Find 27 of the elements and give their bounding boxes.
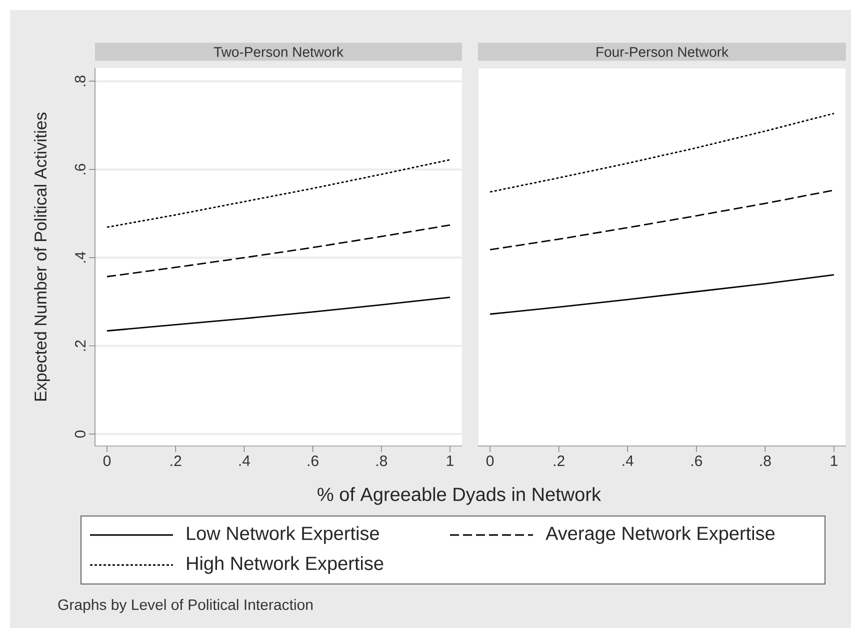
line-series [106,296,451,332]
y-tick-label: .6 [74,164,86,174]
x-tick-label: .6 [308,456,318,466]
x-tick-label: .8 [760,456,771,466]
x-tick-label: .2 [554,456,564,466]
x-tick-label: .4 [239,456,250,466]
x-tick-label: .2 [170,456,182,466]
x-tick-label: 1 [830,456,838,466]
x-tick-label: 0 [486,456,494,466]
x-tick-label: 1 [446,456,454,466]
y-tick-label: .8 [74,76,86,86]
x-tick-label: .6 [692,456,702,466]
x-tick-label: .8 [376,456,388,466]
text: Graphs by Level of Political Interaction [58,599,312,613]
legend-label: Average Network Expertise [546,526,775,544]
x-tick-label: .4 [622,456,634,466]
x-tick-label: 0 [103,456,111,466]
y-axis-title: Expected Number of Political Activities [34,112,50,401]
legend-label: High Network Expertise [187,556,384,574]
y-tick-label: .2 [74,340,86,351]
x-axis-title: % of Agreeable Dyads in Network [318,487,602,505]
line-series [106,224,451,278]
chart-title: Two-Person Network [214,46,344,57]
chart-title: Four-Person Network [596,46,729,57]
y-tick-label: 0 [74,430,86,438]
y-tick-label: .4 [75,252,86,263]
legend-label: Low Network Expertise [187,526,379,544]
